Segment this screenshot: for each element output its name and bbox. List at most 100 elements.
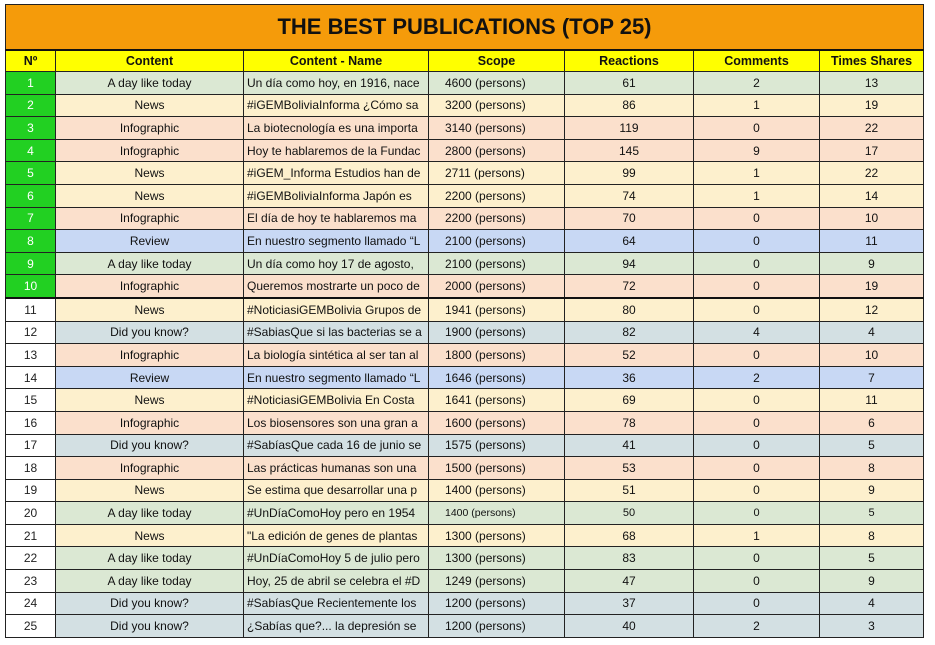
cell-comments: 2 xyxy=(693,614,820,638)
cell-content: Did you know? xyxy=(55,320,244,345)
cell-times-shares: 5 xyxy=(819,546,924,571)
header-row: Nº Content Content - Name Scope Reaction… xyxy=(5,49,924,72)
cell-scope: 1249 (persons) xyxy=(428,569,565,593)
cell-content: A day like today xyxy=(55,71,244,95)
cell-content-name: #SabíasQue Recientemente los xyxy=(243,591,429,616)
cell-content: Infographic xyxy=(55,138,244,163)
cell-times-shares: 7 xyxy=(819,365,924,390)
cell-reactions: 99 xyxy=(564,161,694,185)
cell-comments: 0 xyxy=(693,274,820,299)
publications-table: THE BEST PUBLICATIONS (TOP 25) Nº Conten… xyxy=(5,4,924,638)
cell-reactions: 83 xyxy=(564,546,694,571)
cell-scope: 1600 (persons) xyxy=(428,410,565,435)
cell-comments: 0 xyxy=(693,478,820,503)
cell-reactions: 94 xyxy=(564,251,694,276)
cell-times-shares: 19 xyxy=(819,93,924,118)
cell-number: 23 xyxy=(5,569,56,593)
cell-comments: 2 xyxy=(693,71,820,95)
table-row: 7 Infographic El día de hoy te hablaremos … xyxy=(5,206,924,231)
cell-content-name: #UnDíaComoHoy pero en 1954 xyxy=(243,501,429,525)
cell-comments: 0 xyxy=(693,206,820,231)
cell-number: 20 xyxy=(5,501,56,525)
cell-number: 10 xyxy=(5,274,56,299)
table-row: 17 Did you know? #SabíasQue cada 16 de jun… xyxy=(5,433,924,458)
cell-number: 7 xyxy=(5,206,56,231)
cell-content-name: #iGEMBoliviaInforma Japón es xyxy=(243,183,429,208)
cell-times-shares: 5 xyxy=(819,501,924,525)
cell-content: Infographic xyxy=(55,343,244,367)
table-row: 3 Infographic La biotecnología es una impo… xyxy=(5,116,924,140)
cell-reactions: 86 xyxy=(564,93,694,118)
cell-times-shares: 22 xyxy=(819,161,924,185)
cell-times-shares: 3 xyxy=(819,614,924,638)
cell-content: A day like today xyxy=(55,569,244,593)
cell-scope: 1800 (persons) xyxy=(428,343,565,367)
cell-scope: 3200 (persons) xyxy=(428,93,565,118)
cell-content: A day like today xyxy=(55,546,244,571)
column-header-times-shares: Times Shares xyxy=(819,49,924,72)
cell-number: 25 xyxy=(5,614,56,638)
table-row: 25 Did you know? ¿Sabías que?... la depres… xyxy=(5,614,924,638)
cell-comments: 1 xyxy=(693,93,820,118)
cell-number: 2 xyxy=(5,93,56,118)
table-row: 23 A day like today Hoy, 25 de abril se ce… xyxy=(5,569,924,593)
cell-content: Did you know? xyxy=(55,433,244,458)
cell-scope: 2800 (persons) xyxy=(428,138,565,163)
cell-reactions: 119 xyxy=(564,116,694,140)
cell-reactions: 69 xyxy=(564,388,694,412)
column-header-content: Content xyxy=(55,49,244,72)
cell-reactions: 36 xyxy=(564,365,694,390)
cell-content: News xyxy=(55,478,244,503)
cell-reactions: 53 xyxy=(564,456,694,480)
cell-content-name: #iGEM_Informa Estudios han de xyxy=(243,161,429,185)
cell-number: 5 xyxy=(5,161,56,185)
cell-content-name: La biotecnología es una importa xyxy=(243,116,429,140)
cell-times-shares: 12 xyxy=(819,296,924,322)
table-row: 20 A day like today #UnDíaComoHoy pero en … xyxy=(5,501,924,525)
cell-scope: 4600 (persons) xyxy=(428,71,565,95)
cell-content: A day like today xyxy=(55,251,244,276)
cell-scope: 1575 (persons) xyxy=(428,433,565,458)
table-row: 4 Infographic Hoy te hablaremos de la Fund… xyxy=(5,138,924,163)
cell-content-name: Se estima que desarrollar una p xyxy=(243,478,429,503)
cell-content-name: Un día como hoy, en 1916, nace xyxy=(243,71,429,95)
cell-content-name: Hoy te hablaremos de la Fundac xyxy=(243,138,429,163)
cell-scope: 2200 (persons) xyxy=(428,183,565,208)
cell-reactions: 80 xyxy=(564,296,694,322)
cell-number: 21 xyxy=(5,523,56,548)
cell-comments: 4 xyxy=(693,320,820,345)
cell-scope: 2000 (persons) xyxy=(428,274,565,299)
cell-number: 12 xyxy=(5,320,56,345)
table-row: 14 Review En nuestro segmento llamado “L 16… xyxy=(5,365,924,390)
cell-content-name: "La edición de genes de plantas xyxy=(243,523,429,548)
cell-content-name: En nuestro segmento llamado “L xyxy=(243,229,429,253)
cell-content: Review xyxy=(55,229,244,253)
cell-comments: 2 xyxy=(693,365,820,390)
cell-comments: 1 xyxy=(693,183,820,208)
cell-scope: 3140 (persons) xyxy=(428,116,565,140)
cell-times-shares: 11 xyxy=(819,229,924,253)
cell-content: News xyxy=(55,296,244,322)
cell-reactions: 64 xyxy=(564,229,694,253)
table-row: 5 News #iGEM_Informa Estudios han de 2711 (… xyxy=(5,161,924,185)
cell-reactions: 61 xyxy=(564,71,694,95)
cell-reactions: 51 xyxy=(564,478,694,503)
cell-reactions: 82 xyxy=(564,320,694,345)
cell-content-name: Los biosensores son una gran a xyxy=(243,410,429,435)
table-row: 22 A day like today #UnDíaComoHoy 5 de jul… xyxy=(5,546,924,571)
cell-number: 24 xyxy=(5,591,56,616)
column-header-reactions: Reactions xyxy=(564,49,694,72)
cell-reactions: 145 xyxy=(564,138,694,163)
cell-scope: 2200 (persons) xyxy=(428,206,565,231)
cell-reactions: 40 xyxy=(564,614,694,638)
cell-scope: 1200 (persons) xyxy=(428,614,565,638)
cell-reactions: 52 xyxy=(564,343,694,367)
table-row: 21 News "La edición de genes de plantas 130… xyxy=(5,523,924,548)
table-title: THE BEST PUBLICATIONS (TOP 25) xyxy=(5,4,924,51)
column-header-scope: Scope xyxy=(428,49,565,72)
cell-content: Infographic xyxy=(55,274,244,299)
cell-comments: 0 xyxy=(693,569,820,593)
